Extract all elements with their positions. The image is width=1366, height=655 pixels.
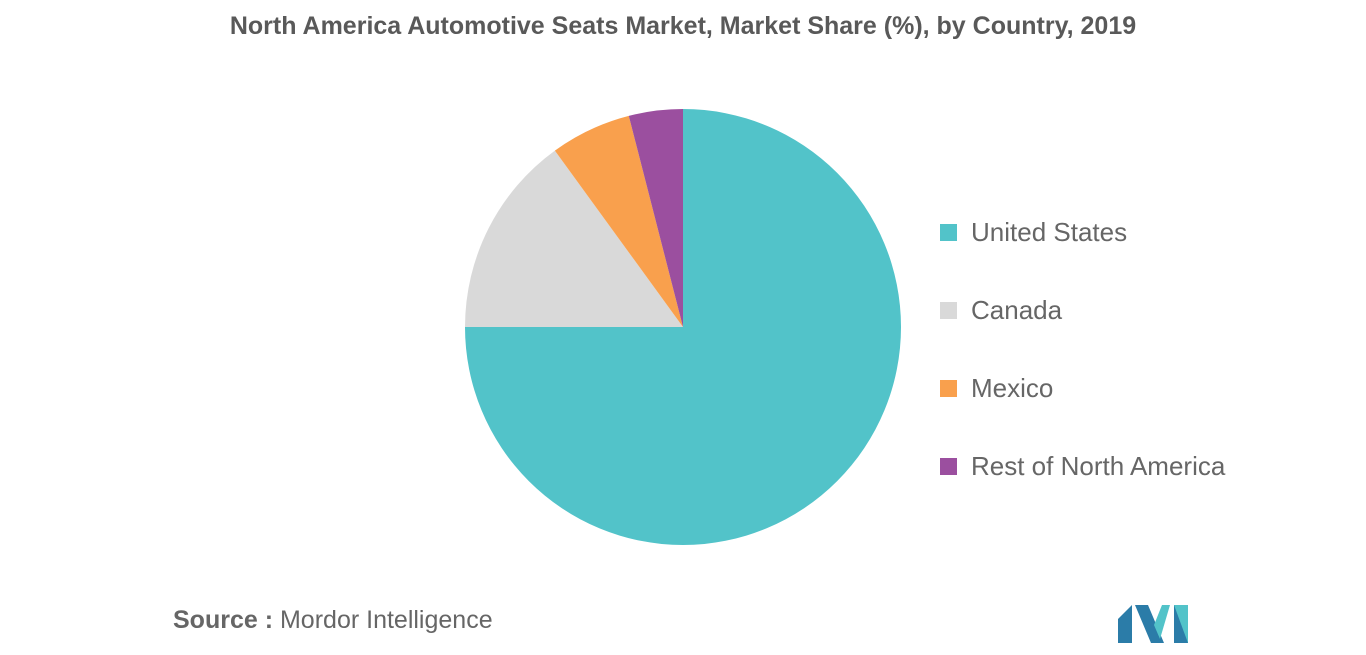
pie-slices bbox=[465, 109, 901, 545]
logo-shape-left bbox=[1118, 605, 1132, 643]
logo-shape-mid-light bbox=[1154, 605, 1170, 639]
legend-item-united-states: United States bbox=[940, 193, 1225, 271]
logo-shape-right-accent bbox=[1174, 605, 1188, 643]
legend: United States Canada Mexico Rest of Nort… bbox=[940, 193, 1225, 505]
legend-swatch bbox=[940, 457, 957, 475]
legend-item-canada: Canada bbox=[940, 271, 1225, 349]
chart-title: North America Automotive Seats Market, M… bbox=[229, 12, 1137, 40]
pie-slice-mexico bbox=[554, 115, 683, 327]
pie-slice-canada bbox=[465, 150, 683, 327]
legend-label: Canada bbox=[971, 294, 1063, 325]
legend-swatch bbox=[940, 301, 957, 319]
pie-slice-rest-of-north-america bbox=[628, 109, 683, 327]
legend-item-rest-of-north-america: Rest of North America bbox=[940, 427, 1225, 505]
mordor-intelligence-logo bbox=[1118, 605, 1188, 643]
legend-swatch bbox=[940, 379, 957, 397]
legend-label: Rest of North America bbox=[971, 450, 1226, 481]
legend-item-mexico: Mexico bbox=[940, 349, 1225, 427]
legend-swatch bbox=[940, 223, 957, 241]
source-text: Mordor Intelligence bbox=[279, 606, 493, 634]
source-note: Source : Mordor Intelligence bbox=[173, 606, 493, 635]
source-prefix: Source : bbox=[173, 606, 274, 634]
legend-label: United States bbox=[971, 216, 1128, 247]
legend-label: Mexico bbox=[971, 372, 1054, 403]
logo-shape-mid-dark bbox=[1135, 605, 1164, 643]
